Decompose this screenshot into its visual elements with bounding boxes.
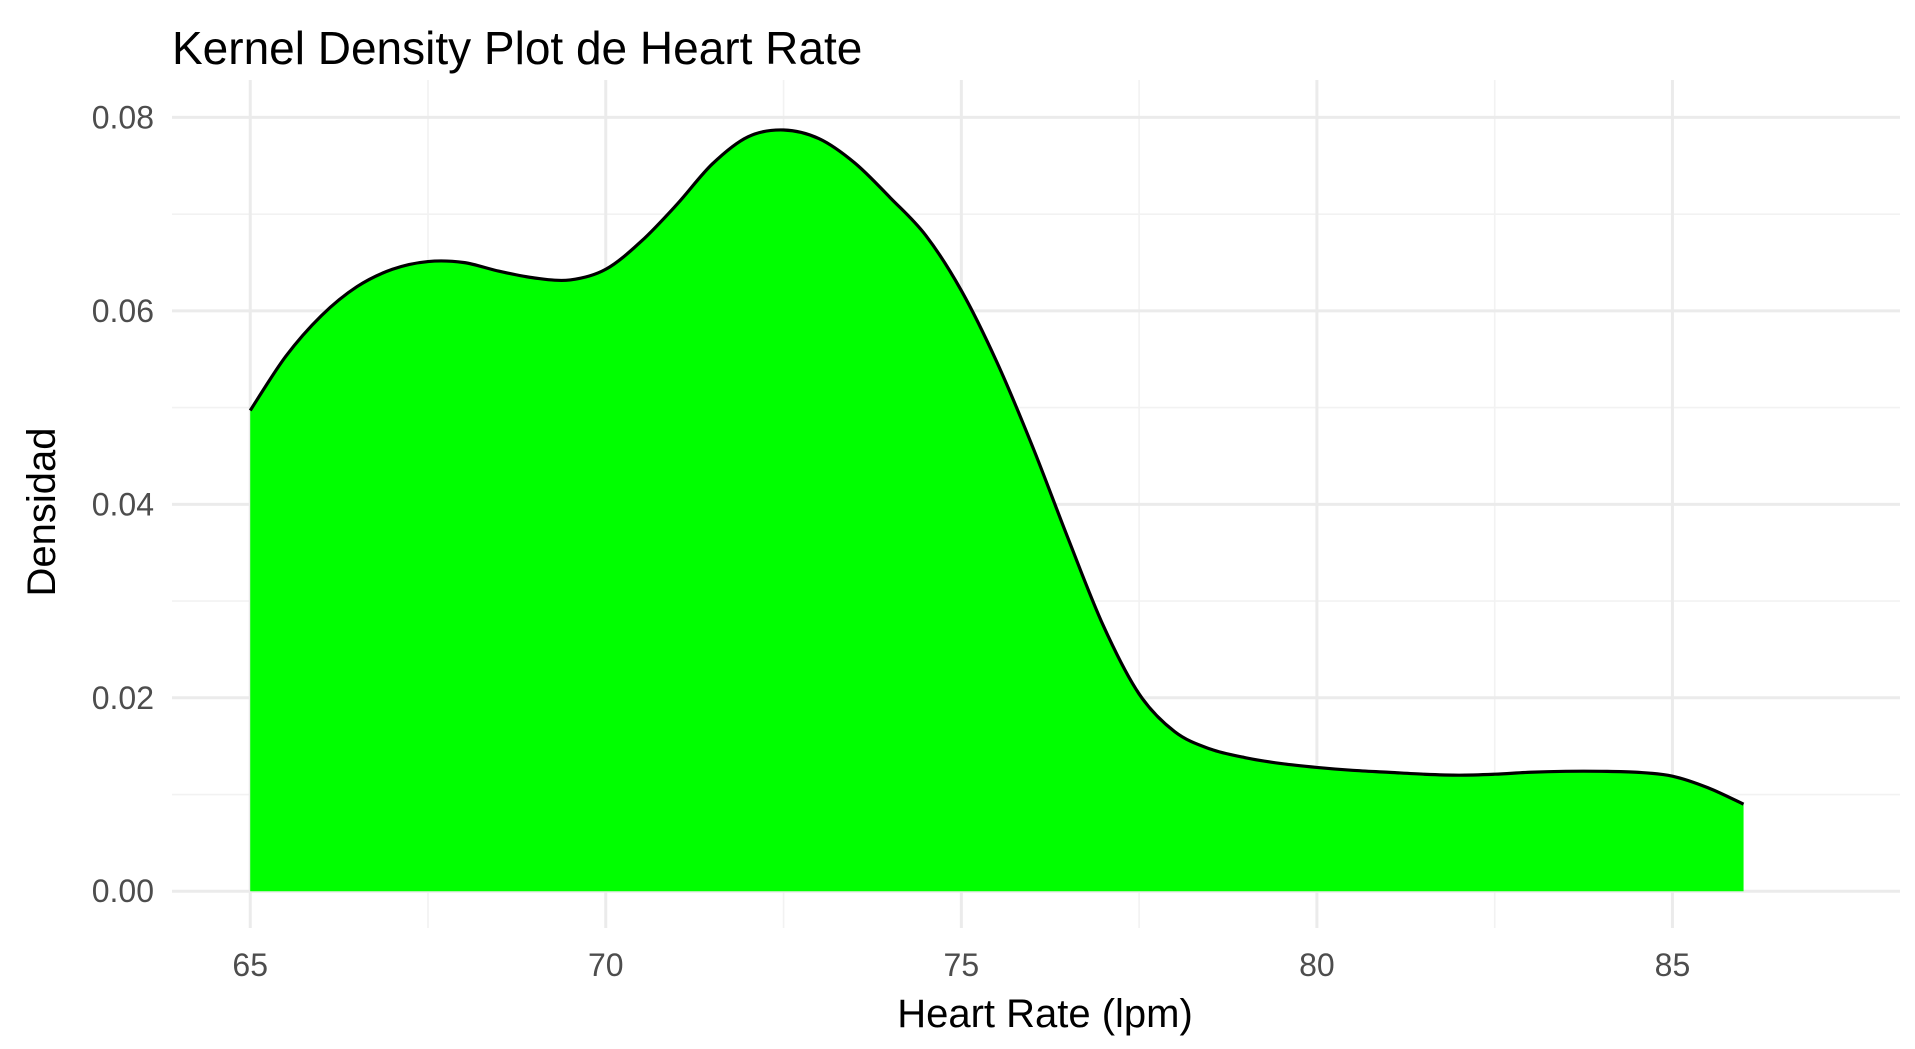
- density-curve: [248, 128, 1745, 806]
- x-tick-label: 75: [944, 947, 980, 983]
- x-tick-label: 85: [1655, 947, 1691, 983]
- x-tick-label: 80: [1299, 947, 1335, 983]
- x-tick-label: 70: [588, 947, 624, 983]
- y-axis-ticks: 0.00 0.02 0.04 0.06 0.08: [92, 99, 154, 909]
- y-tick-label: 0.04: [92, 486, 154, 522]
- y-tick-label: 0.00: [92, 873, 154, 909]
- y-tick-label: 0.08: [92, 99, 154, 135]
- y-tick-label: 0.06: [92, 293, 154, 329]
- x-axis-ticks: 65 70 75 80 85: [232, 947, 1690, 983]
- x-tick-label: 65: [232, 947, 268, 983]
- y-axis-title: Densidad: [20, 427, 64, 596]
- chart-title: Kernel Density Plot de Heart Rate: [172, 22, 862, 74]
- y-tick-label: 0.02: [92, 680, 154, 716]
- x-axis-title: Heart Rate (lpm): [897, 992, 1193, 1036]
- density-area: [250, 129, 1744, 892]
